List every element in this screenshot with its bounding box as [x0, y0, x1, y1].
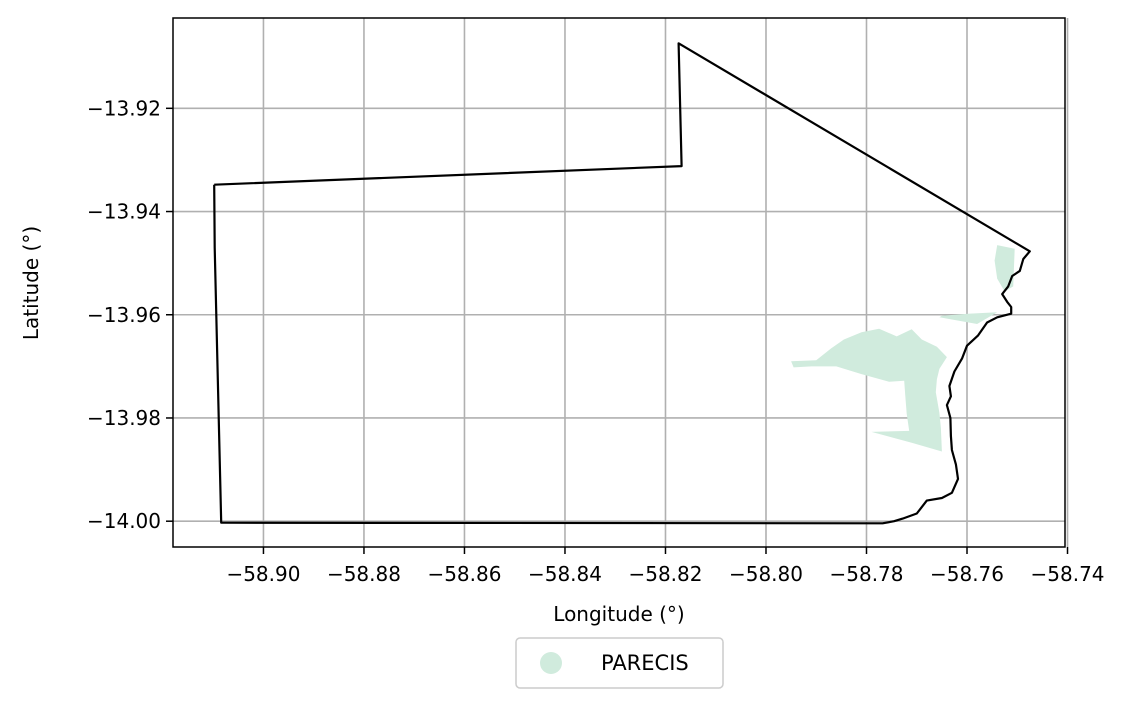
legend-label-parecis: PARECIS	[601, 651, 689, 675]
y-tick-label: −13.98	[87, 406, 161, 430]
plot-frame	[172, 17, 1066, 548]
legend-box	[515, 637, 724, 689]
y-tick-label: −13.94	[87, 200, 161, 224]
x-tick-label: −58.90	[226, 562, 300, 586]
x-tick-label: −58.74	[1031, 562, 1105, 586]
x-tick-label: −58.78	[829, 562, 903, 586]
legend: PARECIS	[515, 637, 724, 689]
y-axis-label: Latitude (°)	[19, 226, 43, 340]
x-tick-label: −58.88	[327, 562, 401, 586]
x-tick-label: −58.84	[528, 562, 602, 586]
area-parecis	[939, 312, 998, 324]
x-tick-label: −58.76	[930, 562, 1004, 586]
y-tick-label: −14.00	[87, 509, 161, 533]
x-tick-label: −58.86	[427, 562, 501, 586]
x-axis-ticks: −58.90 −58.88 −58.86 −58.84 −58.82 −58.80 −58.…	[226, 547, 1105, 586]
y-tick-label: −13.96	[87, 303, 161, 327]
x-tick-label: −58.82	[628, 562, 702, 586]
legend-swatch-parecis	[540, 652, 562, 674]
x-tick-label: −58.80	[729, 562, 803, 586]
y-axis-ticks: −13.92 −13.94 −13.96 −13.98 −14.00	[87, 96, 173, 533]
x-axis-label: Longitude (°)	[553, 602, 684, 626]
y-tick-label: −13.92	[87, 96, 161, 120]
municipality-boundary	[213, 42, 1031, 525]
grid-lines	[173, 18, 1069, 547]
area-parecis	[791, 328, 947, 452]
map-layers	[213, 42, 1031, 525]
